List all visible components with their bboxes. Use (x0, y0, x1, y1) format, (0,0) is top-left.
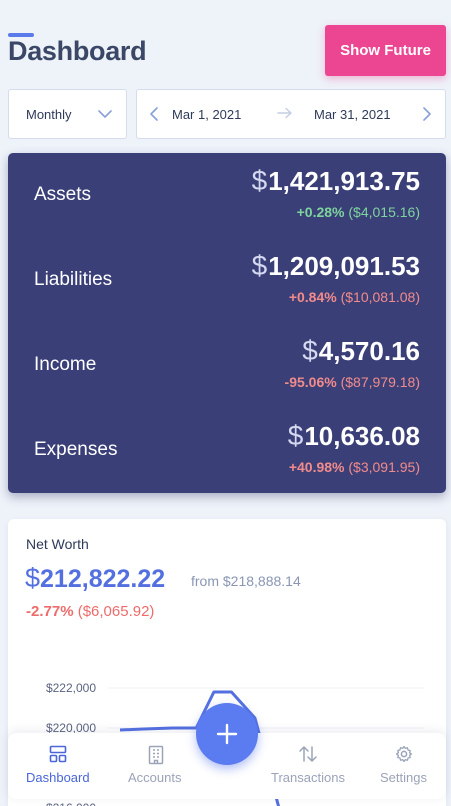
chevron-down-icon (98, 109, 112, 118)
summary-amount: $10,636.08 (287, 420, 420, 451)
summary-amount: $1,209,091.53 (251, 250, 420, 281)
arrow-right-icon (277, 107, 292, 119)
date-range-picker[interactable]: Mar 1, 2021 Mar 31, 2021 (136, 89, 446, 139)
summary-label: Assets (34, 184, 92, 205)
chart-y-tick-label: $220,000 (46, 721, 96, 735)
period-select-value: Monthly (26, 106, 72, 122)
nav-label: Dashboard (26, 770, 90, 785)
plus-icon (216, 723, 238, 745)
transfer-arrows-icon (299, 746, 317, 762)
summary-amount: $1,421,913.75 (251, 165, 420, 196)
building-icon (148, 745, 164, 765)
dashboard-icon (49, 745, 67, 763)
nav-dashboard[interactable]: Dashboard (22, 733, 94, 799)
summary-amount: $4,570.16 (302, 335, 420, 366)
add-transaction-button[interactable] (196, 703, 258, 765)
summary-row-assets[interactable]: Assets $1,421,913.75 +0.28% ($4,015.16) (8, 153, 446, 238)
nav-label: Transactions (271, 770, 345, 785)
summary-row-expenses[interactable]: Expenses $10,636.08 +40.98% ($3,091.95) (8, 408, 446, 493)
nav-label: Accounts (128, 770, 182, 785)
summary-change: -95.06% ($87,979.18) (284, 374, 420, 390)
summary-row-liabilities[interactable]: Liabilities $1,209,091.53 +0.84% ($10,08… (8, 238, 446, 323)
nav-settings[interactable]: Settings (374, 733, 434, 799)
chart-y-tick-label: $216,000 (46, 801, 96, 806)
summary-label: Income (34, 354, 97, 375)
nav-transactions[interactable]: Transactions (266, 733, 350, 799)
chevron-left-icon[interactable] (149, 106, 159, 122)
net-worth-change: -2.77% ($6,065.92) (26, 603, 155, 620)
gear-icon (395, 745, 413, 763)
chart-y-tick-label: $222,000 (46, 681, 96, 695)
period-select[interactable]: Monthly (8, 89, 127, 139)
summary-change: +0.28% ($4,015.16) (296, 204, 420, 220)
end-date[interactable]: Mar 31, 2021 (314, 107, 391, 122)
start-date[interactable]: Mar 1, 2021 (172, 107, 242, 122)
summary-change: +40.98% ($3,091.95) (288, 459, 420, 475)
summary-label: Expenses (34, 439, 118, 460)
nav-accounts[interactable]: Accounts (120, 733, 192, 799)
summary-card: Assets $1,421,913.75 +0.28% ($4,015.16) … (8, 153, 446, 493)
net-worth-value: $212,822.22 (25, 563, 166, 593)
title-accent-bar (8, 33, 34, 37)
net-worth-title: Net Worth (26, 536, 89, 552)
chevron-right-icon[interactable] (422, 106, 432, 122)
summary-change: +0.84% ($10,081.08) (288, 289, 420, 305)
summary-label: Liabilities (34, 269, 113, 290)
show-future-button[interactable]: Show Future (325, 25, 446, 76)
page-title: Dashboard (8, 36, 147, 66)
nav-label: Settings (380, 770, 427, 785)
net-worth-from: from $218,888.14 (191, 573, 301, 589)
summary-row-income[interactable]: Income $4,570.16 -95.06% ($87,979.18) (8, 323, 446, 408)
